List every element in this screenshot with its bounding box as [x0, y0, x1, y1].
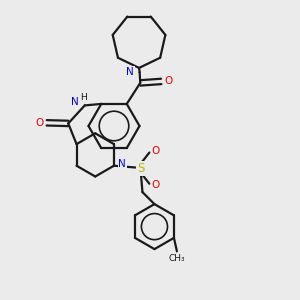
Text: O: O — [152, 146, 160, 156]
Text: CH₃: CH₃ — [169, 254, 185, 263]
Text: O: O — [35, 118, 43, 128]
Text: N: N — [126, 67, 134, 77]
Text: O: O — [165, 76, 173, 86]
Text: N: N — [71, 98, 79, 107]
Text: S: S — [137, 162, 145, 175]
Text: O: O — [152, 180, 160, 190]
Text: N: N — [118, 159, 126, 169]
Text: H: H — [80, 92, 87, 101]
